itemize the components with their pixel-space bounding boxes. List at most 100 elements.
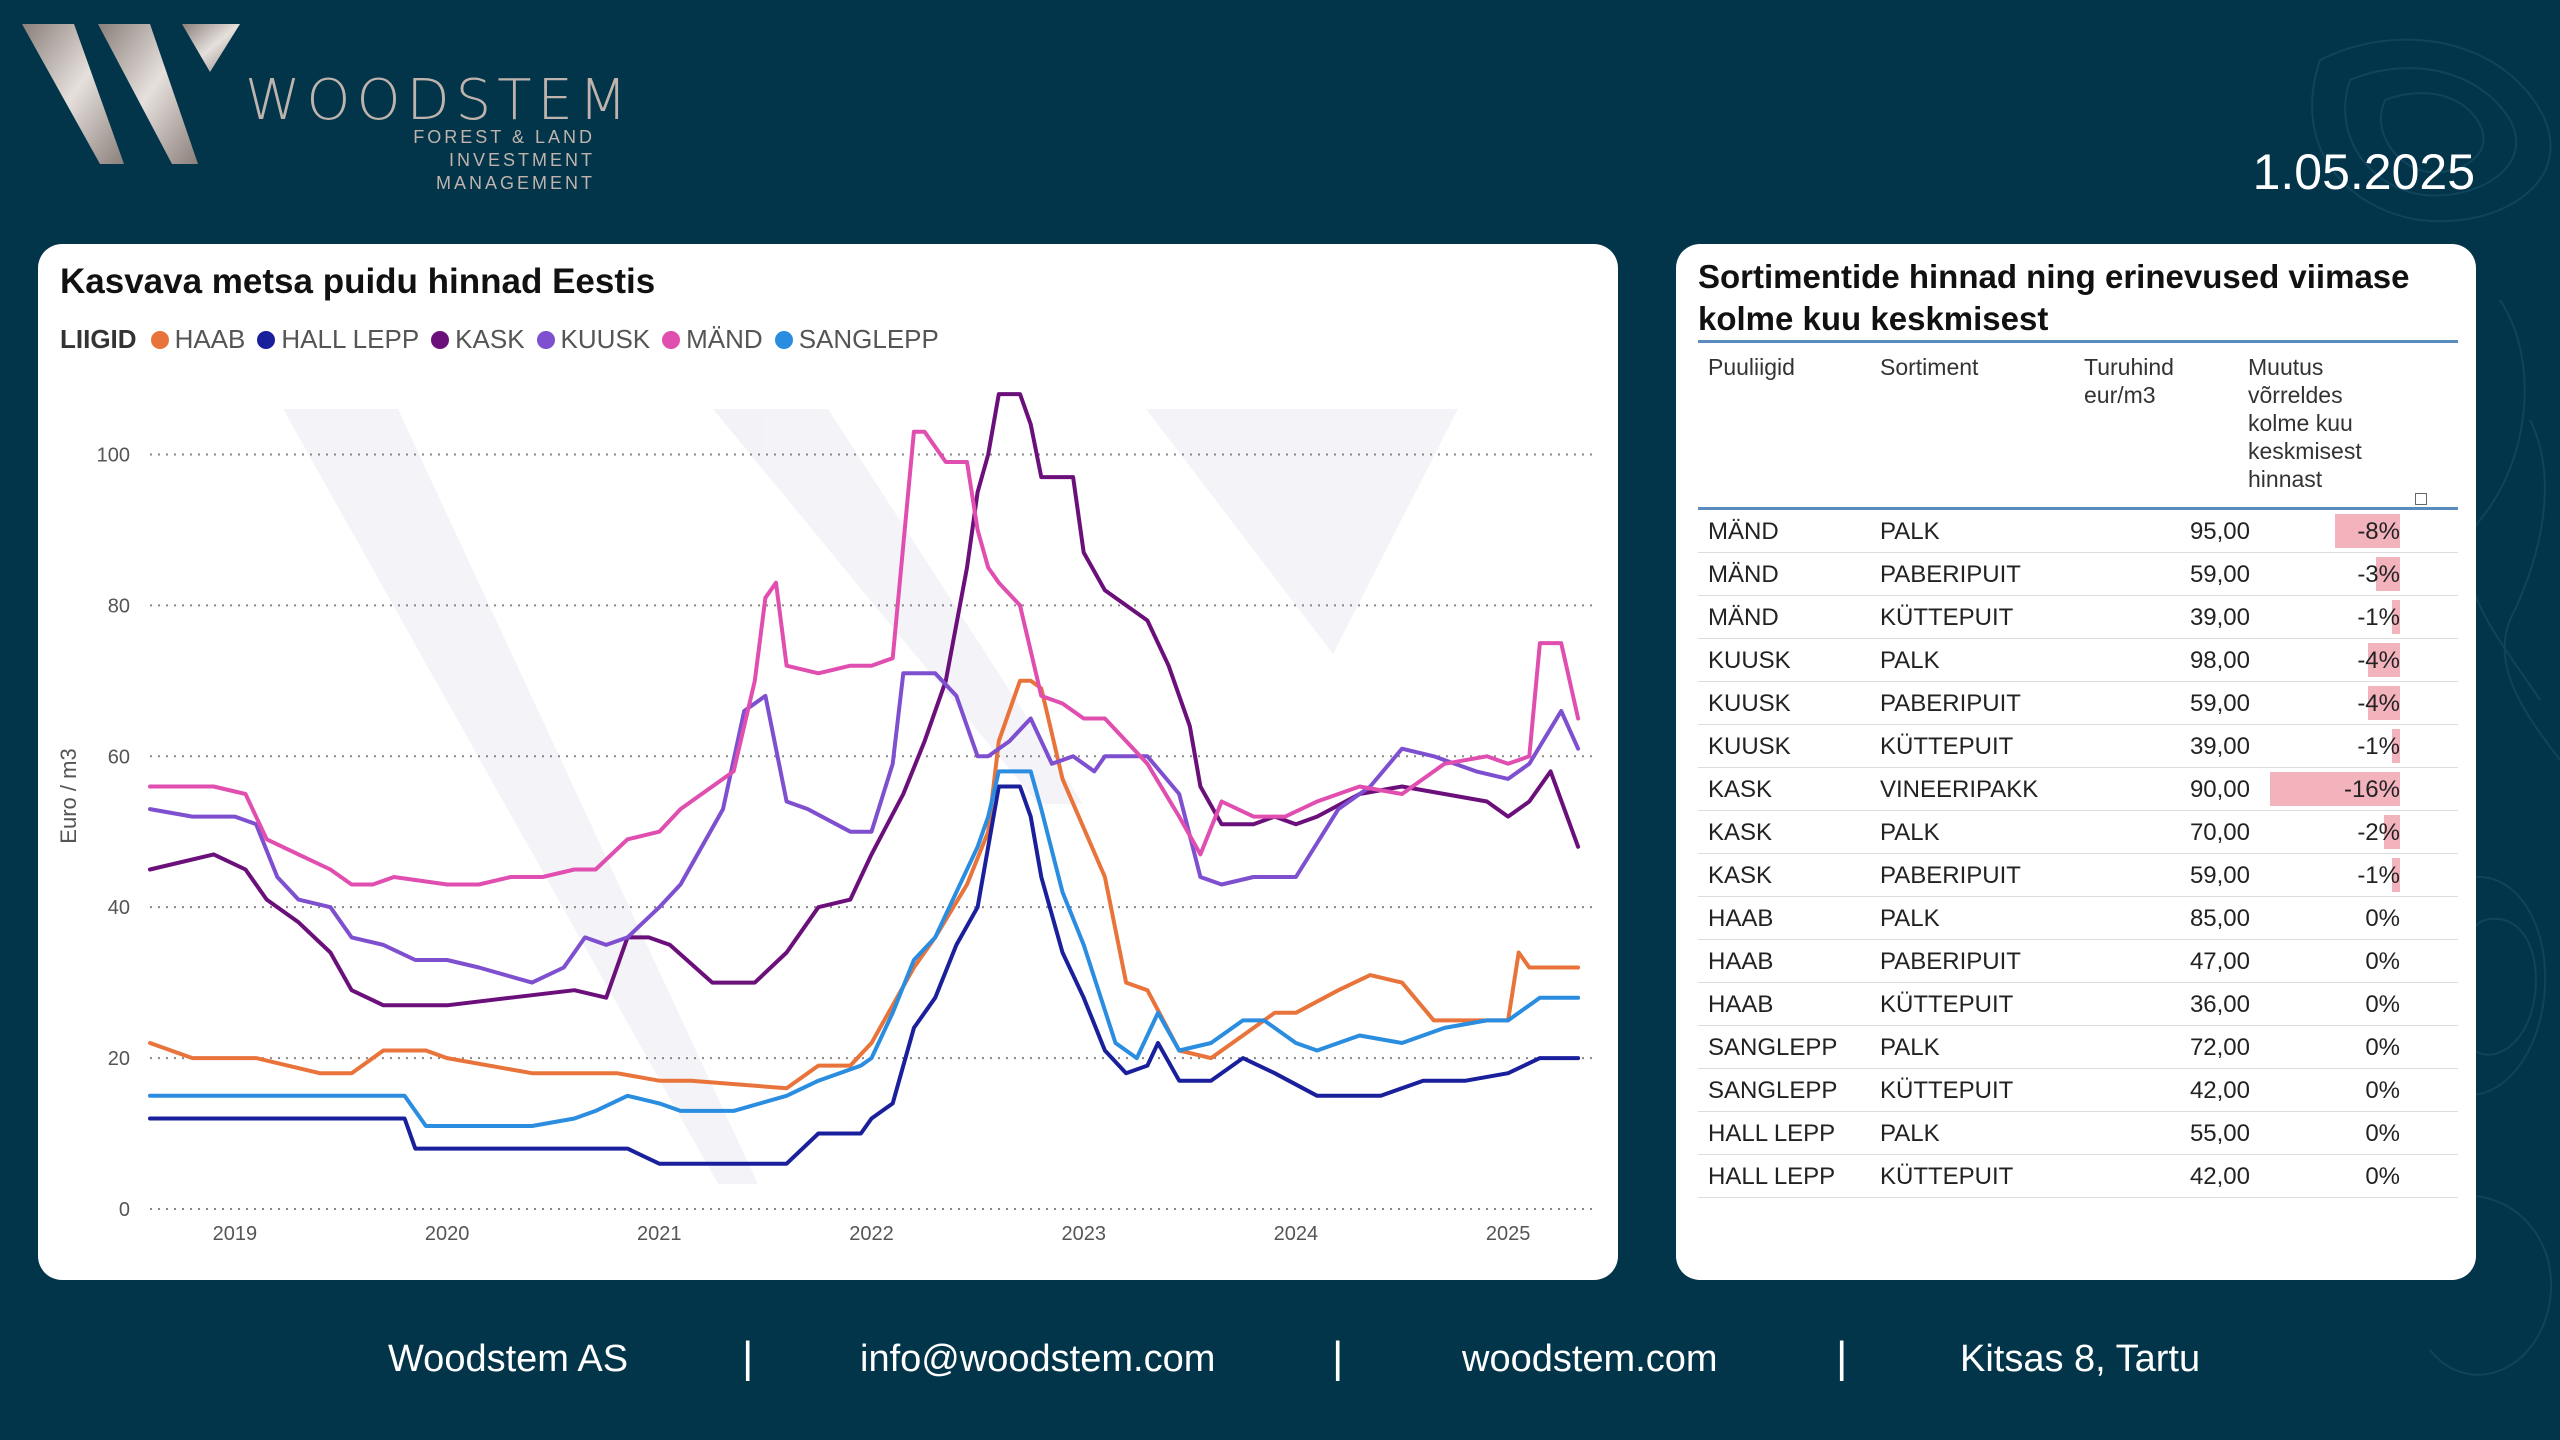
table-body: MÄND PALK 95,00 -8% MÄND PABERIPUIT 59,00 -3% MÄ… bbox=[1698, 510, 2458, 1198]
footer-separator-2: | bbox=[1332, 1333, 1344, 1382]
table-row: SANGLEPP KÜTTEPUIT 42,00 0% bbox=[1698, 1069, 2458, 1112]
report-date: 1.05.2025 bbox=[2252, 144, 2475, 200]
cell-assortment: PALK bbox=[1880, 819, 1940, 846]
y-tick-label: 40 bbox=[108, 897, 130, 919]
cell-price: 72,00 bbox=[2189, 1034, 2250, 1061]
change-bar bbox=[2270, 772, 2400, 806]
legend-label-haab: HAAB bbox=[174, 324, 246, 354]
legend-item-haab[interactable]: HAAB bbox=[150, 324, 246, 355]
y-tick-label: 80 bbox=[108, 595, 130, 617]
header-price[interactable]: Turuhind eur/m3 bbox=[2084, 354, 2174, 408]
header-assortment[interactable]: Sortiment bbox=[1880, 354, 1979, 380]
change-bar bbox=[2391, 729, 2400, 763]
cell-assortment: VINEERIPAKK bbox=[1880, 776, 2039, 803]
cell-species: HALL LEPP bbox=[1708, 1163, 1836, 1190]
cell-change: -2% bbox=[2357, 819, 2400, 846]
legend-item-mand[interactable]: MÄND bbox=[662, 324, 763, 355]
legend-dot-haab bbox=[150, 330, 169, 349]
table-row: MÄND PALK 95,00 -8% bbox=[1698, 510, 2458, 553]
cell-change: -8% bbox=[2357, 518, 2400, 545]
cell-assortment: PABERIPUIT bbox=[1880, 690, 2021, 717]
legend-item-kuusk[interactable]: KUUSK bbox=[536, 324, 650, 355]
cell-species: SANGLEPP bbox=[1708, 1034, 1838, 1061]
y-tick-label: 100 bbox=[97, 444, 130, 466]
x-tick-label: 2020 bbox=[425, 1223, 470, 1245]
cell-change: -4% bbox=[2357, 647, 2400, 674]
legend-dot-mand bbox=[662, 330, 681, 349]
footer-email[interactable]: info@woodstem.com bbox=[860, 1338, 1216, 1380]
table-row: SANGLEPP PALK 72,00 0% bbox=[1698, 1026, 2458, 1069]
cell-change: -16% bbox=[2343, 776, 2400, 803]
legend-item-hall-lepp[interactable]: HALL LEPP bbox=[257, 324, 419, 355]
cell-assortment: KÜTTEPUIT bbox=[1880, 733, 2014, 760]
cell-species: HALL LEPP bbox=[1708, 1120, 1836, 1147]
series-line-mand[interactable] bbox=[148, 429, 1581, 887]
cell-assortment: PABERIPUIT bbox=[1880, 862, 2021, 889]
change-bar bbox=[2375, 557, 2400, 591]
cell-price: 95,00 bbox=[2189, 518, 2250, 545]
y-tick-label: 60 bbox=[108, 746, 130, 768]
legend-item-sanglepp[interactable]: SANGLEPP bbox=[774, 324, 939, 355]
legend-dot-kask bbox=[431, 330, 450, 349]
cell-price: 59,00 bbox=[2189, 862, 2250, 889]
header-species[interactable]: Puuliigid bbox=[1708, 354, 1795, 380]
footer-company: Woodstem AS bbox=[388, 1338, 629, 1380]
table-row: HALL LEPP PALK 55,00 0% bbox=[1698, 1112, 2458, 1155]
price-table: Puuliigid Sortiment Turuhind eur/m3 Muut… bbox=[1698, 340, 2458, 1198]
cell-species: MÄND bbox=[1708, 518, 1779, 545]
cell-change: -1% bbox=[2357, 862, 2400, 889]
cell-price: 59,00 bbox=[2189, 690, 2250, 717]
footer-website[interactable]: woodstem.com bbox=[1462, 1338, 1718, 1380]
cell-species: KASK bbox=[1708, 819, 1773, 846]
cell-change: -3% bbox=[2357, 561, 2400, 588]
brand-tagline: FOREST & LAND INVESTMENT MANAGEMENT bbox=[290, 126, 595, 195]
table-row: KUUSK PALK 98,00 -4% bbox=[1698, 639, 2458, 682]
series-line-kuusk[interactable] bbox=[148, 671, 1581, 985]
series-line-sanglepp[interactable] bbox=[148, 769, 1581, 1128]
series-line-hall-lepp[interactable] bbox=[148, 784, 1581, 1166]
legend-label-mand: MÄND bbox=[686, 324, 763, 354]
header-change[interactable]: Muutus võrreldes kolme kuu keskmisest hi… bbox=[2248, 354, 2362, 492]
sort-icon[interactable] bbox=[2415, 493, 2427, 505]
x-tick-label: 2019 bbox=[213, 1223, 258, 1245]
legend-dot-sanglepp bbox=[774, 330, 793, 349]
series-line-kask[interactable] bbox=[148, 392, 1581, 1008]
cell-species: MÄND bbox=[1708, 604, 1779, 631]
watermark-logo bbox=[283, 409, 1458, 1184]
cell-species: MÄND bbox=[1708, 561, 1779, 588]
cell-assortment: KÜTTEPUIT bbox=[1880, 991, 2014, 1018]
cell-assortment: KÜTTEPUIT bbox=[1880, 1077, 2014, 1104]
cell-assortment: PALK bbox=[1880, 905, 1940, 932]
change-bar bbox=[2391, 858, 2400, 892]
cell-species: KASK bbox=[1708, 776, 1773, 803]
cell-species: HAAB bbox=[1708, 948, 1774, 975]
brand-name: WOODSTEM bbox=[245, 68, 634, 133]
legend-title: LIIGID bbox=[60, 324, 137, 354]
change-bar bbox=[2391, 600, 2400, 634]
table-row: MÄND KÜTTEPUIT 39,00 -1% bbox=[1698, 596, 2458, 639]
cell-change: 0% bbox=[2365, 948, 2400, 975]
cell-species: HAAB bbox=[1708, 991, 1774, 1018]
x-tick-label: 2024 bbox=[1274, 1223, 1319, 1245]
cell-assortment: KÜTTEPUIT bbox=[1880, 604, 2014, 631]
x-axis-ticks: 2019 2020 2021 2022 2023 2024 2025 bbox=[213, 1223, 1531, 1245]
series-line-haab[interactable] bbox=[148, 678, 1581, 1091]
cell-price: 59,00 bbox=[2189, 561, 2250, 588]
table-card: Sortimentide hinnad ning erinevused viim… bbox=[1676, 244, 2476, 1280]
chart-card: 0 20 40 60 80 100 2019 2020 2021 2022 2023 2024 202… bbox=[38, 244, 1618, 1280]
change-bar bbox=[2335, 514, 2400, 548]
change-bar bbox=[2367, 686, 2400, 720]
cell-assortment: PALK bbox=[1880, 1120, 1940, 1147]
table-row: HAAB KÜTTEPUIT 36,00 0% bbox=[1698, 983, 2458, 1026]
cell-change: 0% bbox=[2365, 991, 2400, 1018]
legend-item-kask[interactable]: KASK bbox=[431, 324, 525, 355]
cell-price: 47,00 bbox=[2189, 948, 2250, 975]
cell-change: -4% bbox=[2357, 690, 2400, 717]
cell-change: 0% bbox=[2365, 1163, 2400, 1190]
table-row: KASK PALK 70,00 -2% bbox=[1698, 811, 2458, 854]
table-row: MÄND PABERIPUIT 59,00 -3% bbox=[1698, 553, 2458, 596]
table-row: HAAB PALK 85,00 0% bbox=[1698, 897, 2458, 940]
cell-price: 36,00 bbox=[2189, 991, 2250, 1018]
x-tick-label: 2022 bbox=[849, 1223, 894, 1245]
table-row: KASK VINEERIPAKK 90,00 -16% bbox=[1698, 768, 2458, 811]
